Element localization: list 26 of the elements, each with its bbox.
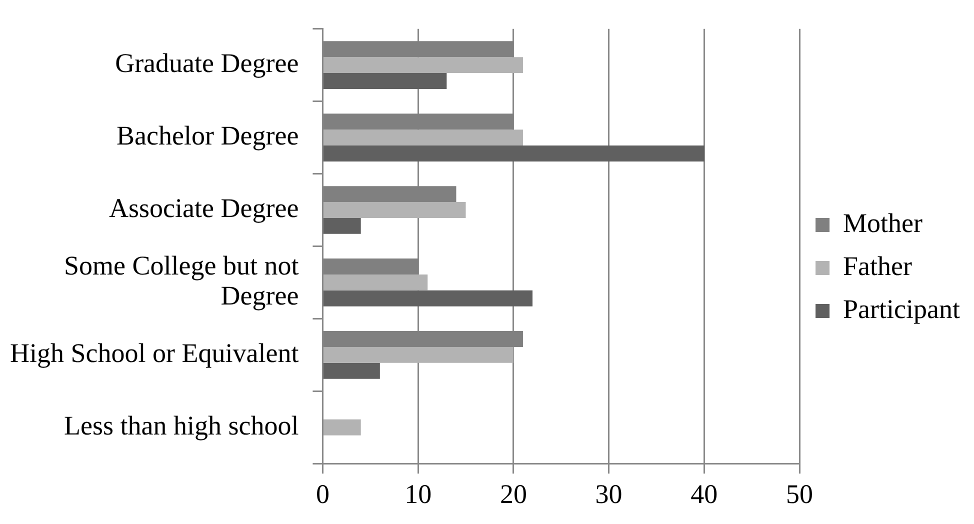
x-tick-label: 20: [500, 478, 527, 509]
x-tick-label: 10: [404, 478, 432, 509]
bar: [323, 362, 380, 379]
legend-label: Mother: [843, 208, 923, 238]
bar: [323, 346, 514, 363]
x-tick-label: 30: [595, 478, 622, 509]
y-tick-label: Some College but not Degree: [64, 250, 300, 310]
bar: [323, 130, 523, 146]
bar: [323, 202, 466, 218]
bar: [323, 73, 447, 89]
bar: [323, 146, 704, 162]
y-tick-label: Graduate Degree: [115, 48, 299, 78]
bar: [323, 274, 428, 290]
bar: [323, 419, 361, 436]
x-tick-label: 50: [786, 478, 814, 509]
legend-label: Father: [843, 251, 912, 282]
y-tick-label: Associate Degree: [109, 193, 299, 224]
x-tick-label: 40: [690, 478, 718, 509]
y-tick-label: Bachelor Degree: [116, 120, 299, 151]
legend-label: Participant: [843, 294, 960, 324]
bar: [323, 57, 523, 74]
y-tick-label: Less than high school: [64, 410, 299, 440]
bar: [323, 218, 361, 234]
y-tick-label: High School or Equivalent: [10, 338, 300, 368]
bar: [323, 290, 533, 306]
x-tick-label: 0: [316, 478, 330, 509]
